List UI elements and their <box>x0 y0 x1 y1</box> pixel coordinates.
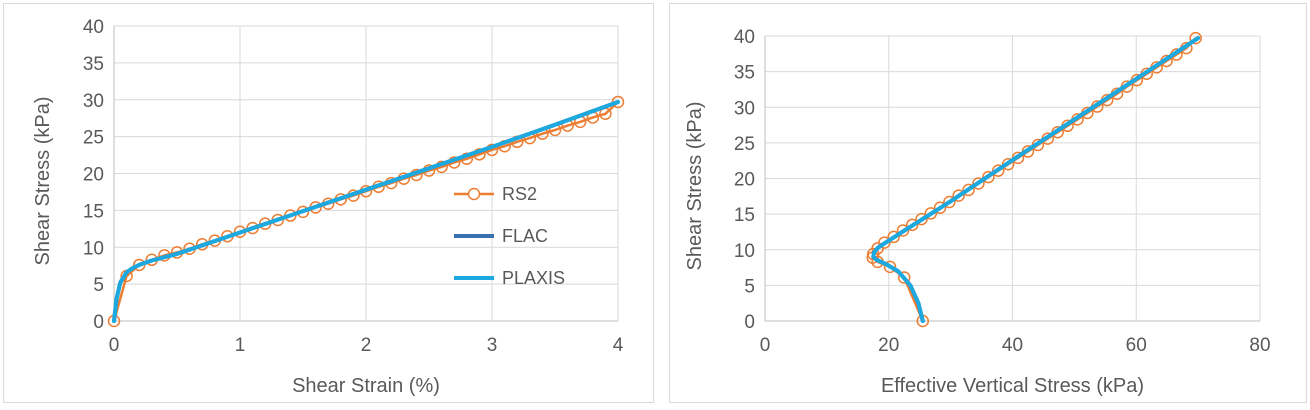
chart-panel-shear-strain: 0 5 10 15 20 25 30 35 40 0 1 2 3 4 Shear Strain (%) She… <box>3 3 654 403</box>
x-axis-title: Shear Strain (%) <box>292 375 440 397</box>
y-tick-label: 25 <box>83 128 104 149</box>
y-tick-label: 30 <box>83 91 104 112</box>
y-tick-label: 30 <box>734 98 755 119</box>
y-tick-label: 10 <box>83 238 104 259</box>
series-line-rs2 <box>871 37 1197 322</box>
chart-panel-vertical-stress: 0 5 10 15 20 25 30 35 40 0 20 40 60 80 Effective Verti… <box>669 3 1307 403</box>
y-tick-label: 5 <box>744 276 755 297</box>
data-point-rs2 <box>972 177 985 190</box>
y-tick-label: 40 <box>734 27 755 48</box>
y-tick-label: 25 <box>734 134 755 155</box>
plot-area <box>107 95 625 328</box>
x-tick-label: 80 <box>1249 335 1270 356</box>
data-point-rs2 <box>897 271 911 284</box>
y-tick-label: 5 <box>93 275 104 296</box>
legend-marker-rs2 <box>467 187 481 201</box>
data-point-rs2 <box>992 164 1005 177</box>
data-point-rs2 <box>878 236 891 249</box>
legend-label-plaxis: PLAXIS <box>502 268 565 288</box>
data-point-rs2 <box>952 189 965 202</box>
y-tick-label: 20 <box>83 165 104 186</box>
data-point-rs2 <box>962 183 975 197</box>
data-point-rs2 <box>933 201 947 214</box>
x-tick-label: 0 <box>109 335 120 356</box>
data-point-rs2 <box>924 207 938 220</box>
data-point-rs2 <box>1189 31 1202 45</box>
y-axis-title: Shear Stress (kPa) <box>32 97 54 266</box>
data-point-rs2 <box>883 260 897 274</box>
x-tick-label: 0 <box>760 335 771 356</box>
y-tick-label: 35 <box>83 54 104 75</box>
y-tick-label: 40 <box>83 17 104 38</box>
series-line-plaxis <box>112 100 620 323</box>
data-point-rs2 <box>982 170 995 184</box>
y-tick-label: 20 <box>734 170 755 191</box>
y-tick-label: 10 <box>734 241 755 262</box>
series-line-plaxis <box>871 36 1201 323</box>
data-point-rs2 <box>906 218 919 232</box>
plot-area <box>866 31 1202 328</box>
x-tick-label: 20 <box>878 335 899 356</box>
x-tick-label: 2 <box>361 335 372 356</box>
y-tick-label: 0 <box>744 312 755 333</box>
legend-label-flac: FLAC <box>502 226 548 246</box>
legend: RS2 FLAC PLAXIS <box>454 184 565 288</box>
series-line-flac <box>871 36 1201 323</box>
data-point-rs2 <box>887 230 900 244</box>
data-point-rs2 <box>915 212 928 226</box>
data-point-rs2 <box>943 195 956 209</box>
y-tick-label: 15 <box>734 205 755 226</box>
y-axis-title: Shear Stress (kPa) <box>684 102 706 271</box>
x-tick-label: 40 <box>1002 335 1023 356</box>
x-tick-label: 1 <box>235 335 246 356</box>
y-tick-label: 15 <box>83 201 104 222</box>
legend-label-rs2: RS2 <box>502 184 537 204</box>
chart-shear-stress-vs-vertical-stress: 0 5 10 15 20 25 30 35 40 0 20 40 60 80 Effective Verti… <box>684 27 1271 397</box>
x-tick-label: 4 <box>613 335 624 356</box>
x-tick-label: 3 <box>487 335 498 356</box>
y-tick-label: 35 <box>734 63 755 84</box>
chart-shear-stress-vs-strain: 0 5 10 15 20 25 30 35 40 0 1 2 3 4 Shear Strain (%) She… <box>32 17 625 397</box>
y-tick-label: 0 <box>93 312 104 333</box>
x-axis-title: Effective Vertical Stress (kPa) <box>881 375 1144 397</box>
data-point-rs2 <box>896 224 910 237</box>
x-tick-label: 60 <box>1126 335 1147 356</box>
